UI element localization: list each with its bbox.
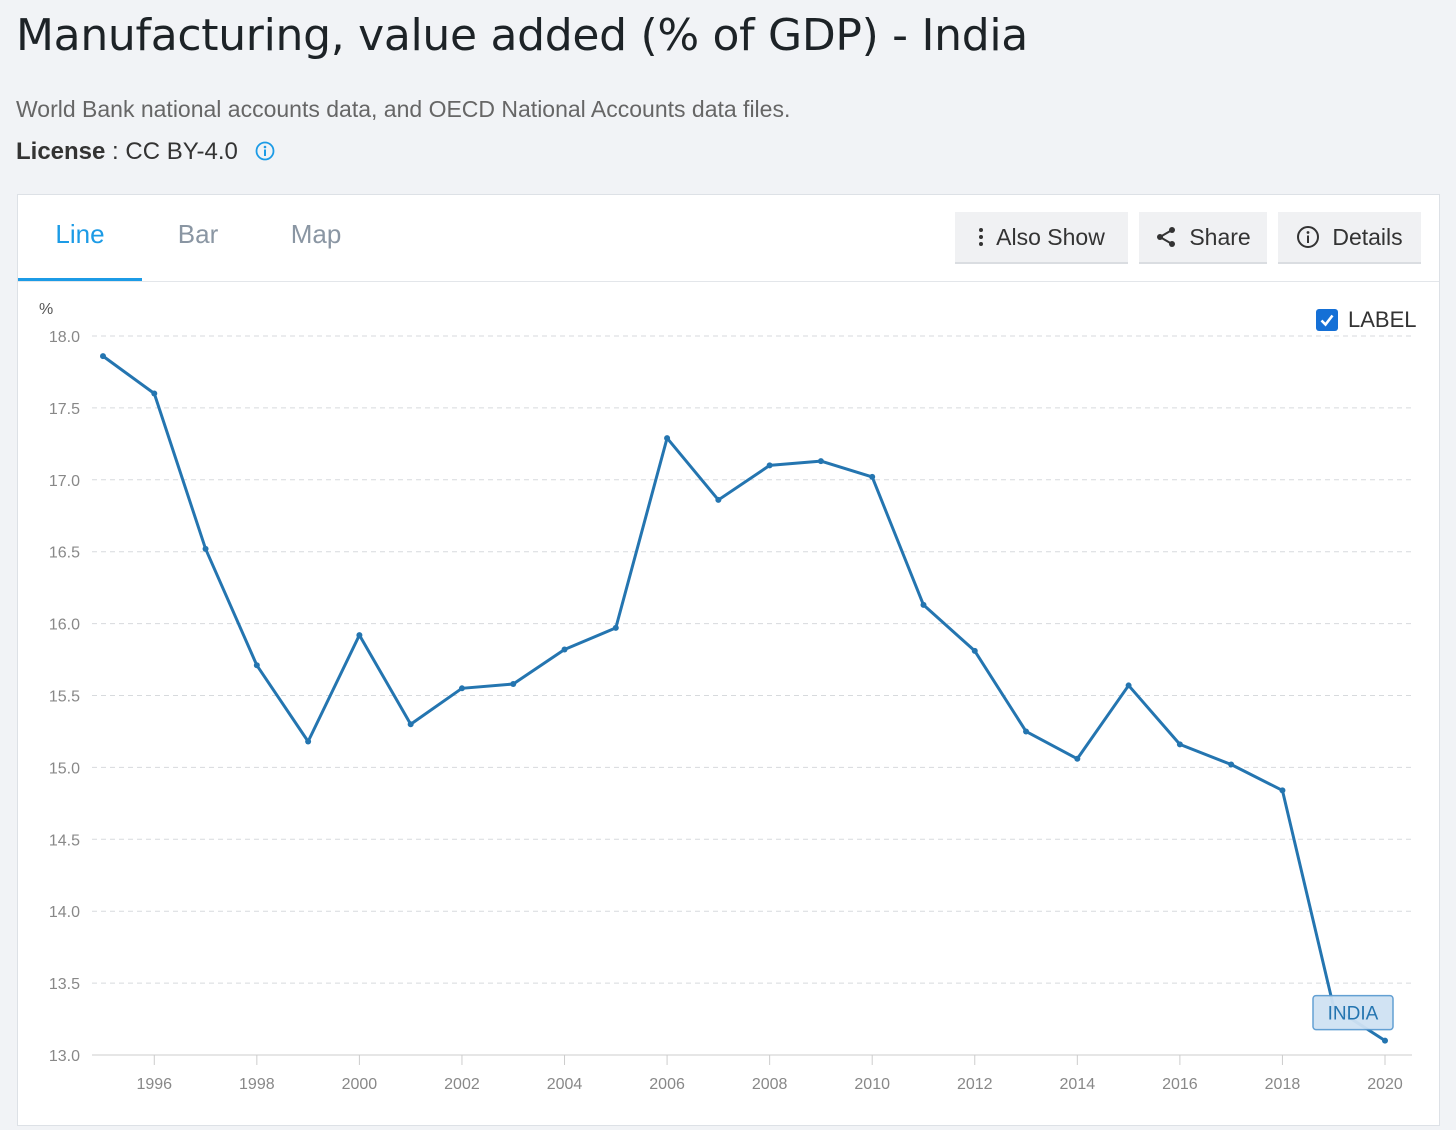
series-line (102, 354, 1386, 1042)
share-icon (1157, 227, 1176, 247)
info-icon[interactable] (255, 140, 275, 168)
chart-tabs: Line Bar Map Also Show Share Details (18, 195, 1439, 282)
data-point (407, 721, 414, 728)
tab-bar[interactable]: Bar (177, 219, 219, 249)
data-point (664, 435, 671, 442)
x-tick-label: 2016 (1162, 1076, 1198, 1093)
data-point (869, 473, 876, 480)
x-tick-label: 2004 (547, 1076, 583, 1093)
also-show-button[interactable]: Also Show (955, 212, 1128, 264)
x-tick-label: 2006 (649, 1076, 685, 1093)
y-tick-label: 16.0 (49, 617, 80, 634)
data-point (1023, 728, 1030, 735)
license-label: License (16, 138, 106, 165)
data-point (356, 632, 363, 639)
license-value: : CC BY-4.0 (105, 138, 238, 165)
y-tick-label: 16.5 (49, 545, 80, 562)
x-tick-label: 2020 (1367, 1076, 1403, 1093)
y-tick-label: 13.5 (49, 976, 80, 993)
source-text: World Bank national accounts data, and O… (16, 96, 791, 122)
label-toggle-text: LABEL (1348, 307, 1417, 332)
y-tick-label: 14.5 (49, 832, 80, 849)
chart-panel: Line Bar Map Also Show Share Details % 13… (17, 194, 1440, 1126)
x-tick-label: 2002 (444, 1076, 480, 1093)
y-tick-label: 17.5 (49, 401, 80, 418)
also-show-label: Also Show (996, 223, 1105, 250)
data-point (305, 738, 312, 745)
y-tick-label: 14.0 (49, 904, 80, 921)
data-point (1382, 1037, 1388, 1044)
x-tick-label: 2008 (752, 1076, 788, 1093)
data-point (253, 662, 260, 669)
details-label: Details (1332, 223, 1403, 250)
data-point (1125, 682, 1132, 689)
line-chart: % 13.0 13.5 14.0 14.5 15.0 15.5 16.0 16.5 17.0 17.… (39, 301, 1412, 1093)
y-tick-label: 15.0 (49, 760, 80, 777)
data-point (1228, 761, 1235, 768)
data-point (151, 390, 158, 397)
details-button[interactable]: Details (1278, 212, 1421, 264)
series-label: INDIA (1328, 1004, 1379, 1025)
data-point (920, 601, 927, 608)
y-tick-label: 13.0 (49, 1048, 80, 1065)
data-point (510, 680, 517, 687)
x-tick-label: 2010 (854, 1076, 890, 1093)
page-title: Manufacturing, value added (% of GDP) - … (16, 10, 1028, 61)
x-tick-label: 2012 (957, 1076, 993, 1093)
share-label: Share (1189, 223, 1251, 250)
data-point (1176, 741, 1183, 748)
info-circle-icon (1297, 226, 1320, 248)
y-tick-label: 17.0 (49, 473, 80, 490)
share-button[interactable]: Share (1139, 212, 1267, 264)
data-point (202, 545, 209, 552)
series-label-box (1312, 994, 1394, 1031)
x-tick-label: 1996 (136, 1076, 172, 1093)
x-tick-label: 2018 (1265, 1076, 1301, 1093)
data-point (1074, 755, 1081, 762)
y-axis-label: % (39, 301, 53, 318)
x-tick-label: 1998 (239, 1076, 275, 1093)
x-tick-label: 2014 (1060, 1076, 1096, 1093)
data-point (1279, 787, 1286, 794)
data-point (971, 647, 978, 654)
data-point (612, 624, 619, 631)
data-point (100, 353, 106, 360)
data-point (766, 462, 773, 469)
data-point (817, 458, 824, 465)
y-tick-label: 15.5 (49, 689, 80, 706)
check-icon (1320, 314, 1334, 327)
tab-map[interactable]: Map (290, 219, 342, 249)
label-checkbox[interactable] (1316, 309, 1338, 331)
chart-area: % 13.0 13.5 14.0 14.5 15.0 15.5 16.0 16.5 17.0 17.… (18, 281, 1439, 1130)
data-point (715, 496, 722, 503)
data-point (458, 685, 465, 692)
label-toggle[interactable]: LABEL (1316, 307, 1417, 333)
data-point (561, 646, 568, 653)
license-line: License : CC BY-4.0 (16, 138, 275, 168)
more-vertical-icon (979, 228, 984, 246)
y-tick-label: 18.0 (49, 329, 80, 346)
x-tick-label: 2000 (342, 1076, 378, 1093)
tab-line[interactable]: Line (18, 195, 142, 281)
